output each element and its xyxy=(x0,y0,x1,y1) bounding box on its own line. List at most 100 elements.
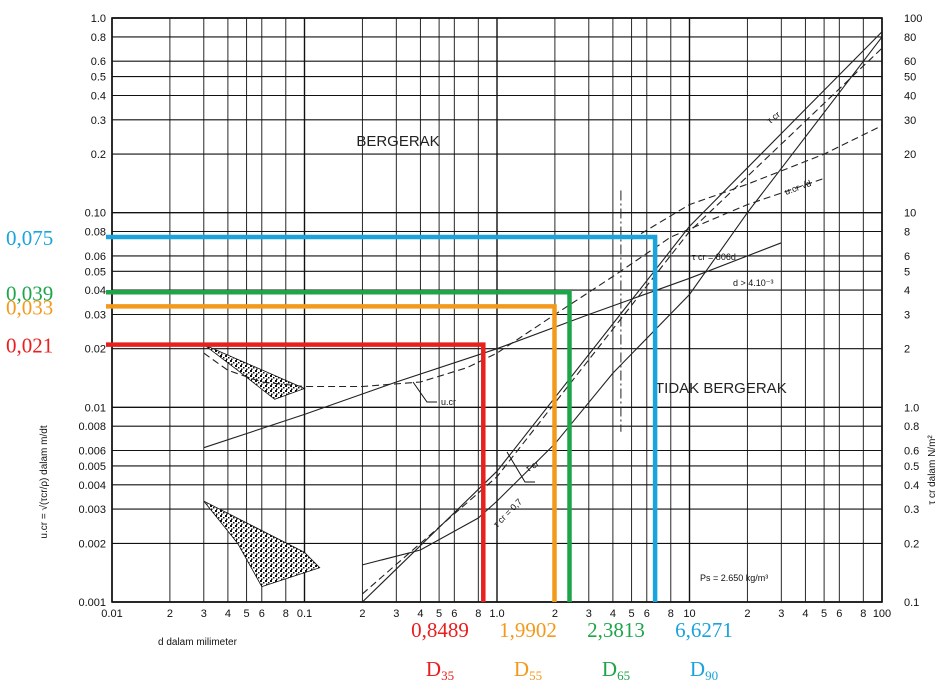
y-tick-label-left: 0.06 xyxy=(85,251,106,263)
y-tick-label-right: 80 xyxy=(904,32,916,44)
y-tick-label-left: 0.08 xyxy=(85,227,106,239)
y-tick-label-right: 20 xyxy=(904,149,916,161)
y-tick-label-left: 0.04 xyxy=(85,285,106,297)
y-tick-label-right: 50 xyxy=(904,72,916,84)
d-value-label: 6,6271 xyxy=(675,618,733,642)
x-tick-label: 5 xyxy=(244,608,250,620)
x-tick-label: 100 xyxy=(873,608,891,620)
x-tick-label: 5 xyxy=(629,608,635,620)
y-tick-label-left: 0.5 xyxy=(91,72,106,84)
y-tick-label-right: 10 xyxy=(904,208,916,220)
y-tick-label-right: 3 xyxy=(904,310,910,322)
y-tick-label-left: 0.003 xyxy=(78,504,106,516)
curve-tau-line xyxy=(362,31,883,603)
y-tick-label-right: 0.3 xyxy=(904,504,919,516)
diameter-name-label: D65 xyxy=(602,657,630,683)
tick-labels: 0.01 2 3 4 5 6 8 0.1 2 3 4 5 6 8 1.0 2 3 4 5 6 8 10 2 3 4 5 6 8 1001… xyxy=(78,13,922,620)
x-tick-label: 3 xyxy=(393,608,399,620)
curve-ucr-line xyxy=(203,242,782,449)
y-tick-label-right: 40 xyxy=(904,91,916,103)
annotation-density: Ps = 2.650 kg/m³ xyxy=(700,573,768,583)
shaded-scatter-lower-scatter xyxy=(203,500,321,588)
d-value-label: 0,8489 xyxy=(411,618,469,642)
x-tick-label: 8 xyxy=(668,608,674,620)
y-tick-label-right: 60 xyxy=(904,56,916,68)
y-tick-label-left: 0.2 xyxy=(91,149,106,161)
y-tick-label-left: 0.10 xyxy=(85,208,106,220)
plot-border xyxy=(111,17,883,603)
y-axis-label-right: τ cr dalam N/m² xyxy=(927,435,938,505)
y-tick-label-left: 0.005 xyxy=(78,461,106,473)
d-value-label: 1,9902 xyxy=(499,618,557,642)
y-tick-label-left: 0.02 xyxy=(85,344,106,356)
highlight-lines: 0,021 0,8489 D35 0,033 1,9902 D55 0,039 2,3813 D… xyxy=(6,226,733,683)
y-tick-label-left: 0.05 xyxy=(85,266,106,278)
y-tick-label-left: 0.008 xyxy=(78,421,106,433)
shaded-scatter-upper-scatter xyxy=(203,344,306,400)
y-tick-label-left: 0.03 xyxy=(85,310,106,322)
annotation-tau-equation: τ cr = 806d xyxy=(692,252,736,262)
y-tick-label-left: 0.004 xyxy=(78,480,106,492)
y-tick-label-right: 0.5 xyxy=(904,461,919,473)
y-tick-label-left: 0.002 xyxy=(78,538,106,550)
curve-ucr-sqrt xyxy=(631,125,883,240)
x-tick-label: 4 xyxy=(225,608,231,620)
u-value-label: 0,039 xyxy=(6,281,53,305)
annotation-tau-cr: τ cr xyxy=(765,109,782,125)
y-tick-label-right: 0.8 xyxy=(904,421,919,433)
x-tick-label: 1.0 xyxy=(489,608,504,620)
curve-ucr-curve xyxy=(203,177,825,388)
x-tick-label: 3 xyxy=(778,608,784,620)
x-tick-label: 4 xyxy=(610,608,616,620)
diameter-name-label: D35 xyxy=(426,657,454,683)
curve-tau-dashed xyxy=(362,47,883,595)
x-tick-label: 3 xyxy=(586,608,592,620)
u-value-label: 0,033 xyxy=(6,295,53,319)
y-tick-label-right: 2 xyxy=(904,344,910,356)
x-tick-label: 8 xyxy=(475,608,481,620)
x-tick-label: 5 xyxy=(436,608,442,620)
x-tick-label: 2 xyxy=(744,608,750,620)
region-label-tidak-bergerak: TIDAK BERGERAK xyxy=(655,380,787,397)
x-tick-label: 8 xyxy=(283,608,289,620)
x-tick-label: 0.1 xyxy=(297,608,312,620)
y-tick-label-right: 0.2 xyxy=(904,538,919,550)
x-tick-label: 10 xyxy=(683,608,695,620)
y-tick-label-left: 0.006 xyxy=(78,446,106,458)
x-tick-label: 2 xyxy=(167,608,173,620)
y-tick-label-right: 0.4 xyxy=(904,480,919,492)
highlight-line-d55 xyxy=(106,304,557,602)
y-tick-label-left: 0.4 xyxy=(91,91,106,103)
x-tick-label: 5 xyxy=(821,608,827,620)
tau-leader-line xyxy=(506,451,535,483)
y-tick-label-right: 5 xyxy=(904,266,910,278)
x-tick-label: 4 xyxy=(417,608,423,620)
y-tick-label-left: 0.8 xyxy=(91,32,106,44)
highlight-line-d65 xyxy=(106,290,572,602)
u-value-label: 0,021 xyxy=(6,334,53,358)
x-tick-label: 8 xyxy=(860,608,866,620)
y-tick-label-right: 4 xyxy=(904,285,910,297)
x-tick-label: 2 xyxy=(359,608,365,620)
plot-frame xyxy=(111,17,883,603)
y-tick-label-left: 1.0 xyxy=(91,13,106,25)
annotation-ucr-sqrt: u.cr √d xyxy=(783,178,812,197)
y-tick-label-right: 0.6 xyxy=(904,446,919,458)
y-tick-label-right: 30 xyxy=(904,115,916,127)
y-tick-label-right: 1.0 xyxy=(904,402,919,414)
x-tick-label: 6 xyxy=(836,608,842,620)
diameter-name-label: D55 xyxy=(514,657,542,683)
x-tick-label: 4 xyxy=(802,608,808,620)
d-value-label: 2,3813 xyxy=(587,618,645,642)
curve-tau-curve xyxy=(362,36,883,566)
x-tick-label: 6 xyxy=(451,608,457,620)
highlight-line-d90 xyxy=(106,234,658,602)
ucr-leader-line xyxy=(412,381,437,403)
y-tick-label-right: 8 xyxy=(904,227,910,239)
region-label-bergerak: BERGERAK xyxy=(356,133,439,150)
annotation-d-condition: d > 4.10⁻³ xyxy=(733,278,774,288)
y-tick-label-left: 0.3 xyxy=(91,115,106,127)
x-tick-label: 6 xyxy=(259,608,265,620)
